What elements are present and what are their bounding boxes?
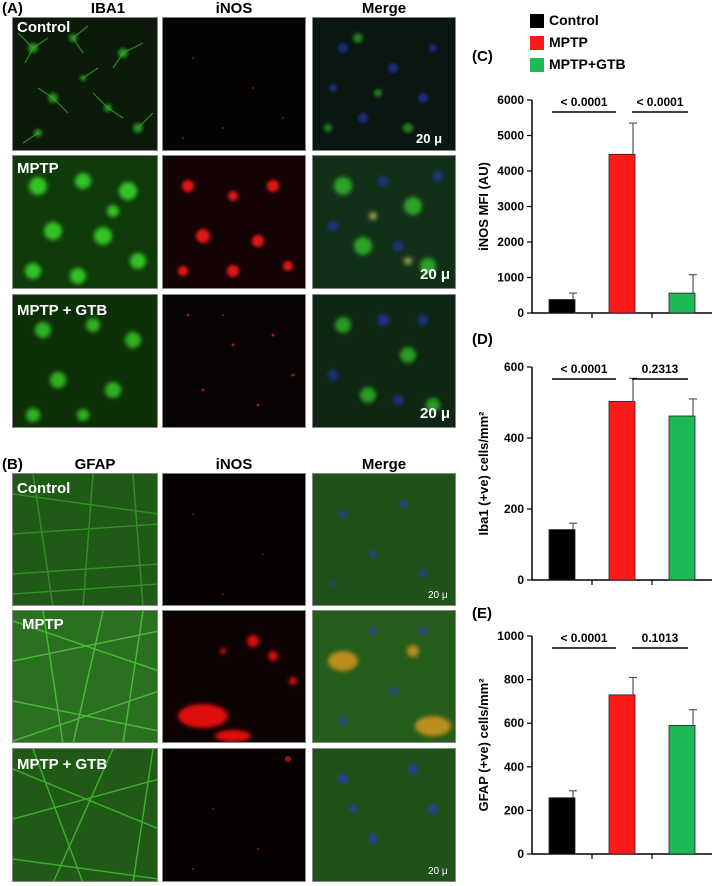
y-tick-label: 0 xyxy=(517,306,524,320)
row-label-gtb-b: MPTP + GTB xyxy=(17,756,108,773)
micrograph-merge-gtb-a xyxy=(312,294,456,428)
legend-label-control: Control xyxy=(549,12,599,28)
y-tick-label: 1000 xyxy=(497,629,524,643)
legend-label-mptp: MPTP xyxy=(549,34,588,50)
p-value-label: 0.2313 xyxy=(642,362,679,376)
micrograph-inos-gtb-a xyxy=(162,294,306,428)
bar-chart-iba1-cells: 0 200 400 600 Iba1 (+ve) cells/mm² < 0.0001 0.… xyxy=(476,360,712,587)
micrograph-inos-gtb-b xyxy=(162,748,306,882)
scale-bar-a2: 20 μ xyxy=(420,266,451,283)
col-header-merge-b: Merge xyxy=(361,456,407,473)
col-header-inos-a: iNOS xyxy=(215,0,253,17)
section-a-label: (A) xyxy=(2,0,23,17)
bar-chart-gfap-cells: 0 200 400 600 800 1000 GFAP (+ve) cells/mm² < 0… xyxy=(476,629,712,861)
y-tick-label: 800 xyxy=(504,673,524,687)
bar-mptp xyxy=(608,153,636,314)
p-value-label: < 0.0001 xyxy=(560,362,607,376)
bar-mptp xyxy=(608,401,636,581)
y-tick-label: 600 xyxy=(504,716,524,730)
micrograph-inos-mptp-a xyxy=(162,155,306,289)
micrograph-gfap-control xyxy=(12,473,158,606)
micrograph-inos-mptp-b xyxy=(162,610,306,743)
scale-bar-a3: 20 μ xyxy=(420,405,451,422)
y-tick-label: 200 xyxy=(504,803,524,817)
micrograph-iba1-mptp xyxy=(12,155,158,289)
legend-swatch-gtb xyxy=(530,58,544,72)
panel-label-e: (E) xyxy=(472,605,492,622)
p-value-label: < 0.0001 xyxy=(560,95,607,109)
bar-control xyxy=(548,797,576,855)
micrograph-merge-mptp-a xyxy=(312,155,456,289)
micrograph-merge-gtb-b xyxy=(312,748,456,882)
micrograph-merge-control-a xyxy=(312,17,456,151)
legend-swatch-control xyxy=(530,14,544,28)
y-tick-label: 3000 xyxy=(497,200,524,214)
micrograph-inos-control-b xyxy=(162,473,306,606)
panel-label-c: (C) xyxy=(472,48,493,65)
scale-bar-b3: 20 μ xyxy=(428,866,448,877)
scale-bar-b1: 20 μ xyxy=(428,590,448,601)
bar-control xyxy=(548,299,576,314)
y-axis-label: Iba1 (+ve) cells/mm² xyxy=(476,411,491,536)
col-header-gfap: GFAP xyxy=(74,456,116,473)
col-header-iba1: IBA1 xyxy=(90,0,126,17)
y-tick-label: 0 xyxy=(517,847,524,861)
micrograph-gfap-mptp xyxy=(12,610,158,743)
scale-bar-a1: 20 μ xyxy=(416,131,443,146)
micrograph-gfap-gtb xyxy=(12,748,158,882)
row-label-control-a: Control xyxy=(17,19,71,36)
y-tick-label: 0 xyxy=(517,573,524,587)
p-value-label: 0.1013 xyxy=(642,631,679,645)
micrograph-merge-control-b xyxy=(312,473,456,606)
y-tick-label: 4000 xyxy=(497,164,524,178)
row-label-control-b: Control xyxy=(17,480,71,497)
bar-control xyxy=(548,529,576,581)
row-label-mptp-b: MPTP xyxy=(22,616,64,633)
legend-label-gtb: MPTP+GTB xyxy=(549,56,626,72)
legend-swatch-mptp xyxy=(530,36,544,50)
y-tick-label: 5000 xyxy=(497,129,524,143)
micrograph-iba1-control xyxy=(12,17,158,151)
y-axis-label: GFAP (+ve) cells/mm² xyxy=(476,678,491,812)
bar-mptp-gtb xyxy=(668,415,696,581)
col-header-inos-b: iNOS xyxy=(215,456,253,473)
micrograph-iba1-gtb xyxy=(12,294,158,428)
y-tick-label: 600 xyxy=(504,360,524,374)
panel-label-d: (D) xyxy=(472,331,493,348)
bar-chart-inos-mfi: 0 1000 2000 3000 4000 5000 6000 iNOS MFI (AU) < … xyxy=(476,93,712,320)
bar-mptp-gtb xyxy=(668,292,696,314)
section-b-label: (B) xyxy=(2,456,23,473)
y-tick-label: 400 xyxy=(504,760,524,774)
y-tick-label: 2000 xyxy=(497,235,524,249)
p-value-label: < 0.0001 xyxy=(636,95,683,109)
col-header-merge-a: Merge xyxy=(361,0,407,17)
y-tick-label: 400 xyxy=(504,431,524,445)
y-tick-label: 6000 xyxy=(497,93,524,107)
micrograph-inos-control-a xyxy=(162,17,306,151)
row-label-gtb-a: MPTP + GTB xyxy=(17,302,108,319)
row-label-mptp-a: MPTP xyxy=(17,160,59,177)
y-tick-label: 1000 xyxy=(497,271,524,285)
micrograph-merge-mptp-b xyxy=(312,610,456,743)
bar-mptp xyxy=(608,694,636,855)
p-value-label: < 0.0001 xyxy=(560,631,607,645)
bar-mptp-gtb xyxy=(668,724,696,855)
y-tick-label: 200 xyxy=(504,502,524,516)
y-axis-label: iNOS MFI (AU) xyxy=(476,162,491,251)
